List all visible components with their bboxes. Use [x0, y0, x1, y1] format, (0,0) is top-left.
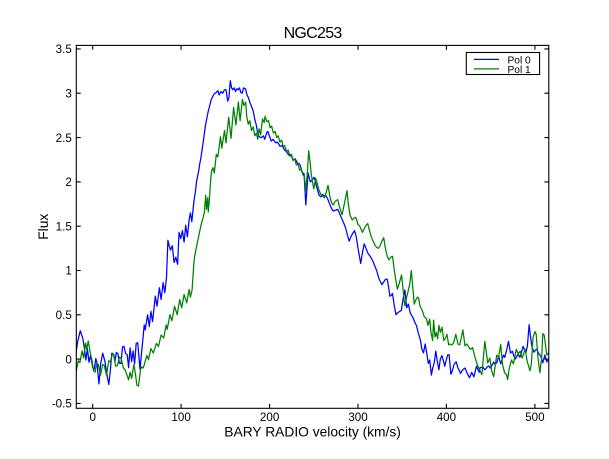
svg-text:200: 200	[260, 411, 279, 424]
svg-text:100: 100	[171, 411, 190, 424]
svg-text:2.5: 2.5	[56, 132, 72, 145]
svg-text:500: 500	[525, 411, 544, 424]
svg-text:0: 0	[89, 411, 95, 424]
svg-text:1: 1	[65, 265, 71, 278]
svg-text:400: 400	[437, 411, 456, 424]
svg-text:3.5: 3.5	[56, 43, 72, 56]
svg-text:3: 3	[65, 87, 71, 100]
svg-text:0.5: 0.5	[56, 309, 72, 322]
svg-text:300: 300	[348, 411, 367, 424]
svg-text:0: 0	[65, 353, 71, 366]
svg-text:Flux: Flux	[36, 214, 51, 240]
svg-text:2: 2	[65, 176, 71, 189]
svg-text:NGC253: NGC253	[284, 25, 343, 42]
svg-text:-0.5: -0.5	[52, 398, 72, 411]
svg-text:BARY RADIO velocity (km/s): BARY RADIO velocity (km/s)	[224, 425, 401, 440]
svg-text:Pol 1: Pol 1	[508, 65, 532, 76]
svg-text:Pol 0: Pol 0	[508, 55, 532, 66]
svg-text:1.5: 1.5	[56, 220, 72, 233]
